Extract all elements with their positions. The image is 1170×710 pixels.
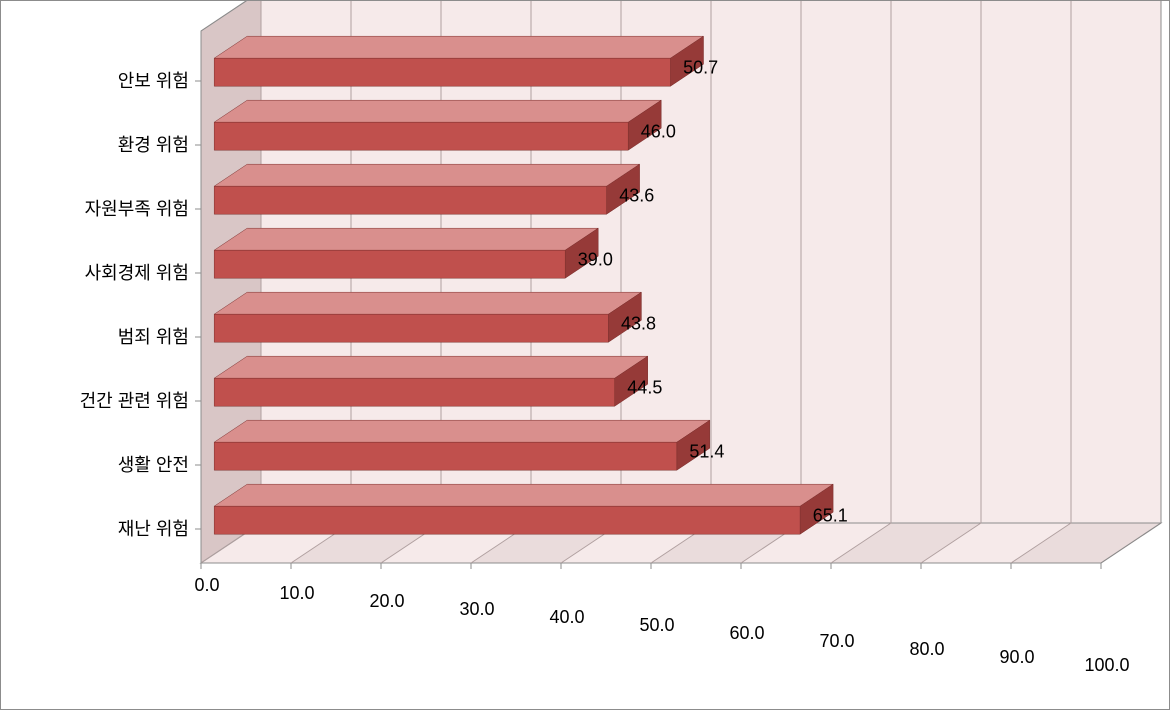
- y-axis-category-label: 생활 안전: [118, 455, 189, 475]
- x-axis-tick-label: 40.0: [549, 607, 584, 627]
- y-axis-category-label: 환경 위험: [118, 135, 189, 155]
- x-axis-tick-label: 90.0: [999, 647, 1034, 667]
- data-label: 65.1: [813, 506, 848, 526]
- y-axis-category-label: 안보 위험: [118, 71, 189, 91]
- x-axis-tick-label: 0.0: [194, 575, 219, 595]
- x-axis-tick-label: 100.0: [1084, 655, 1129, 675]
- x-axis-tick-label: 60.0: [729, 623, 764, 643]
- x-axis-tick-label: 10.0: [279, 583, 314, 603]
- x-axis-tick-label: 50.0: [639, 615, 674, 635]
- y-axis-category-label: 사회경제 위험: [85, 263, 189, 283]
- x-axis-tick-label: 30.0: [459, 599, 494, 619]
- data-label: 44.5: [627, 378, 662, 398]
- x-axis-tick-label: 70.0: [819, 631, 854, 651]
- y-axis-category-label: 범죄 위험: [118, 327, 189, 347]
- y-axis-category-label: 자원부족 위험: [85, 199, 189, 219]
- data-label: 50.7: [683, 58, 718, 78]
- y-axis-category-label: 건간 관련 위험: [80, 391, 189, 411]
- data-label: 43.8: [621, 314, 656, 334]
- data-label: 51.4: [689, 442, 724, 462]
- data-label: 46.0: [641, 122, 676, 142]
- chart-frame: 50.7 46.0 43.6 39.0 43.8 44.5 51.4 65.1 안보 위험환경 …: [0, 0, 1170, 710]
- x-axis-tick-label: 80.0: [909, 639, 944, 659]
- data-label: 43.6: [619, 186, 654, 206]
- bar-chart-3d: 50.7 46.0 43.6 39.0 43.8 44.5 51.4 65.1 안보 위험환경 …: [1, 1, 1170, 710]
- x-axis-tick-label: 20.0: [369, 591, 404, 611]
- y-axis-category-label: 재난 위험: [118, 519, 189, 539]
- data-label: 39.0: [578, 250, 613, 270]
